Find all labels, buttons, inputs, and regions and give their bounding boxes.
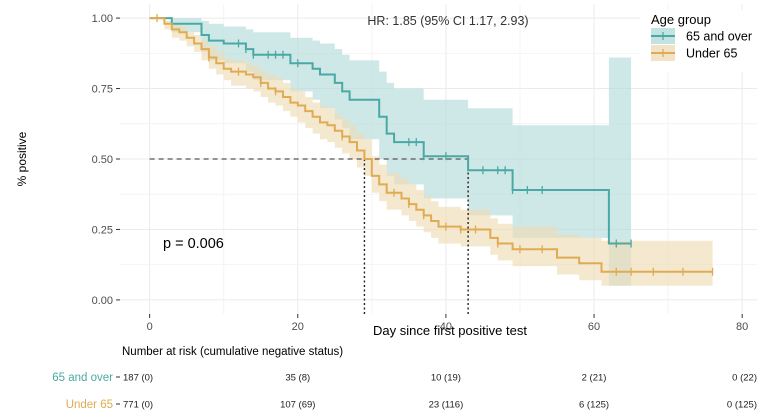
risk-cell: 10 (19) — [431, 373, 461, 384]
risk-cell: 107 (69) — [280, 400, 315, 411]
median-lines — [149, 158, 469, 314]
y-axis-ticks: 0.00 0.25 0.50 0.75 1.00 — [92, 13, 120, 307]
risk-cell: 771 (0) — [123, 400, 153, 411]
risk-cell: 0 (125) — [727, 400, 757, 411]
y-tick-label: 0.50 — [92, 154, 113, 166]
x-tick-label: 80 — [736, 321, 748, 333]
risk-cell: 2 (21) — [582, 373, 607, 384]
y-tick-label: 0.75 — [92, 84, 113, 96]
y-tick-label: 1.00 — [92, 13, 113, 25]
x-tick-label: 0 — [147, 321, 153, 333]
y-axis-label: % positive — [15, 131, 29, 186]
y-tick-label: 0.00 — [92, 295, 113, 307]
series-line — [149, 17, 632, 245]
confidence-bands — [149, 18, 713, 286]
hr-annotation: HR: 1.85 (95% CI 1.17, 2.93) — [367, 14, 528, 28]
risk-row-label: 65 and over — [52, 372, 113, 384]
x-tick-label: 20 — [292, 321, 304, 333]
risk-table: Number at risk (cumulative negative stat… — [52, 346, 757, 411]
x-tick-label: 40 — [440, 321, 452, 333]
ci-band — [149, 18, 713, 286]
risk-cell: 0 (22) — [732, 373, 757, 384]
risk-cell: 187 (0) — [123, 373, 153, 384]
survival-curves — [149, 17, 713, 273]
legend-label: Under 65 — [686, 47, 737, 61]
ci-band — [149, 18, 632, 286]
legend-label: 65 and over — [686, 30, 752, 44]
x-axis-ticks: 0 20 40 60 80 — [147, 314, 748, 333]
risk-cell: 35 (8) — [285, 373, 310, 384]
risk-cell: 6 (125) — [579, 400, 609, 411]
legend-title: Age group — [651, 12, 711, 27]
censor-marks — [156, 14, 714, 276]
y-tick-label: 0.25 — [92, 224, 113, 236]
series-line — [149, 17, 713, 273]
x-axis-label: Day since first positive test — [373, 323, 527, 338]
risk-cell: 23 (116) — [429, 400, 464, 411]
risk-row-label: Under 65 — [66, 399, 113, 411]
legend: Age group 65 and over Under 65 — [640, 10, 763, 72]
x-tick-label: 60 — [588, 321, 600, 333]
risk-table-title: Number at risk (cumulative negative stat… — [122, 346, 343, 358]
p-value-annotation: p = 0.006 — [163, 236, 224, 252]
